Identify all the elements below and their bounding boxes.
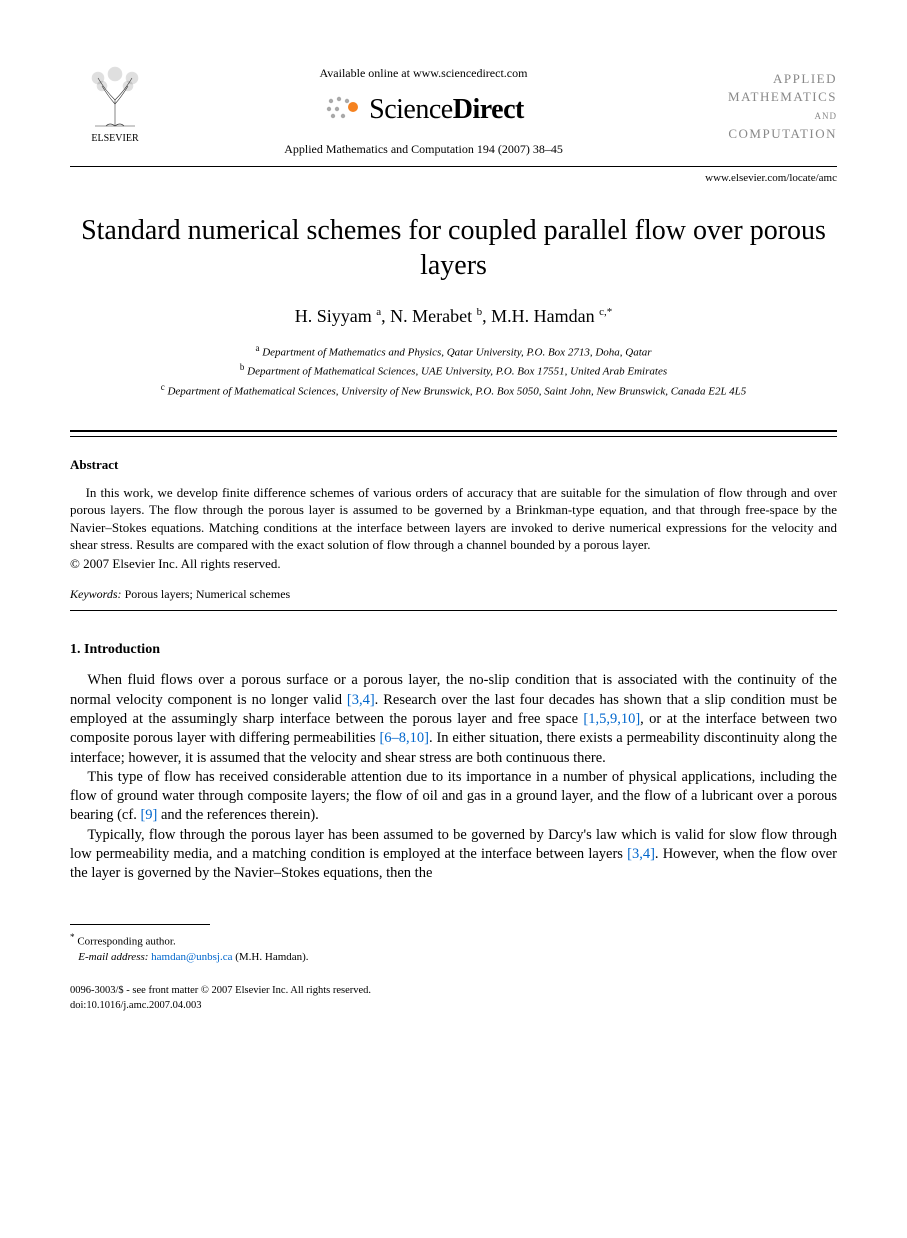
cover-and: AND xyxy=(815,111,838,121)
affiliations: a Department of Mathematics and Physics,… xyxy=(70,342,837,399)
corresponding-author-note: * Corresponding author. xyxy=(70,931,837,951)
keywords-text: Porous layers; Numerical schemes xyxy=(122,587,291,601)
journal-reference: Applied Mathematics and Computation 194 … xyxy=(160,142,687,158)
sciencedirect-wordmark: ScienceDirect xyxy=(369,92,524,128)
affiliation-c-text: Department of Mathematical Sciences, Uni… xyxy=(167,385,746,397)
citation-link[interactable]: [3,4] xyxy=(347,692,375,708)
sd-suffix: Direct xyxy=(453,94,524,125)
citation-link[interactable]: [3,4] xyxy=(627,846,655,862)
affiliation-a-text: Department of Mathematics and Physics, Q… xyxy=(262,347,651,359)
rule-above-abstract-2 xyxy=(70,436,837,437)
section-1-para-1: When fluid flows over a porous surface o… xyxy=(70,671,837,767)
p2-post: and the references therein). xyxy=(157,807,318,823)
sciencedirect-logo: ScienceDirect xyxy=(160,92,687,128)
cover-line-2: MATHEMATICS xyxy=(687,88,837,106)
sd-prefix: Science xyxy=(369,94,453,125)
copyright-line: © 2007 Elsevier Inc. All rights reserved… xyxy=(70,556,837,573)
rule-above-abstract-1 xyxy=(70,430,837,432)
abstract-text: In this work, we develop finite differen… xyxy=(70,484,837,554)
email-attribution: (M.H. Hamdan). xyxy=(232,951,308,963)
keywords-line: Keywords: Porous layers; Numerical schem… xyxy=(70,587,837,603)
email-link[interactable]: hamdan@unbsj.ca xyxy=(151,951,232,963)
footnote-block: * Corresponding author. E-mail address: … xyxy=(70,931,837,967)
elsevier-tree-icon xyxy=(80,60,150,130)
email-label: E-mail address: xyxy=(78,951,148,963)
corresponding-text: Corresponding author. xyxy=(77,935,175,947)
doi-line: doi:10.1016/j.amc.2007.04.003 xyxy=(70,999,837,1014)
publisher-logo-block: ELSEVIER xyxy=(70,60,160,145)
citation-link[interactable]: [1,5,9,10] xyxy=(583,711,640,727)
section-1-body: When fluid flows over a porous surface o… xyxy=(70,671,837,883)
available-online-text: Available online at www.sciencedirect.co… xyxy=(160,66,687,82)
header-center: Available online at www.sciencedirect.co… xyxy=(160,60,687,158)
affiliation-a: a Department of Mathematics and Physics,… xyxy=(70,342,837,361)
citation-link[interactable]: [6–8,10] xyxy=(379,730,429,746)
journal-cover-title: APPLIED MATHEMATICS AND COMPUTATION xyxy=(687,60,837,143)
locate-url[interactable]: www.elsevier.com/locate/amc xyxy=(70,171,837,185)
affiliation-c: c Department of Mathematical Sciences, U… xyxy=(70,381,837,400)
cover-line-1: APPLIED xyxy=(687,70,837,88)
publisher-name: ELSEVIER xyxy=(70,132,160,145)
section-1-para-3: Typically, flow through the porous layer… xyxy=(70,826,837,884)
rule-after-keywords xyxy=(70,610,837,611)
section-1-heading: 1. Introduction xyxy=(70,641,837,659)
header-rule xyxy=(70,166,837,167)
citation-link[interactable]: [9] xyxy=(140,807,157,823)
email-line: E-mail address: hamdan@unbsj.ca (M.H. Ha… xyxy=(70,950,837,966)
keywords-label: Keywords: xyxy=(70,587,122,601)
abstract-heading: Abstract xyxy=(70,457,837,474)
author-list: H. Siyyam a, N. Merabet b, M.H. Hamdan c… xyxy=(70,305,837,328)
doi-block: 0096-3003/$ - see front matter © 2007 El… xyxy=(70,984,837,1013)
section-1-para-2: This type of flow has received considera… xyxy=(70,768,837,826)
sciencedirect-dots-icon xyxy=(323,93,363,127)
front-matter-line: 0096-3003/$ - see front matter © 2007 El… xyxy=(70,984,837,999)
article-title: Standard numerical schemes for coupled p… xyxy=(70,213,837,283)
footnote-rule xyxy=(70,924,210,925)
affiliation-b: b Department of Mathematical Sciences, U… xyxy=(70,361,837,380)
abstract-body: In this work, we develop finite differen… xyxy=(70,484,837,554)
cover-line-3: COMPUTATION xyxy=(687,125,837,143)
affiliation-b-text: Department of Mathematical Sciences, UAE… xyxy=(247,366,667,378)
article-header: ELSEVIER Available online at www.science… xyxy=(70,60,837,158)
